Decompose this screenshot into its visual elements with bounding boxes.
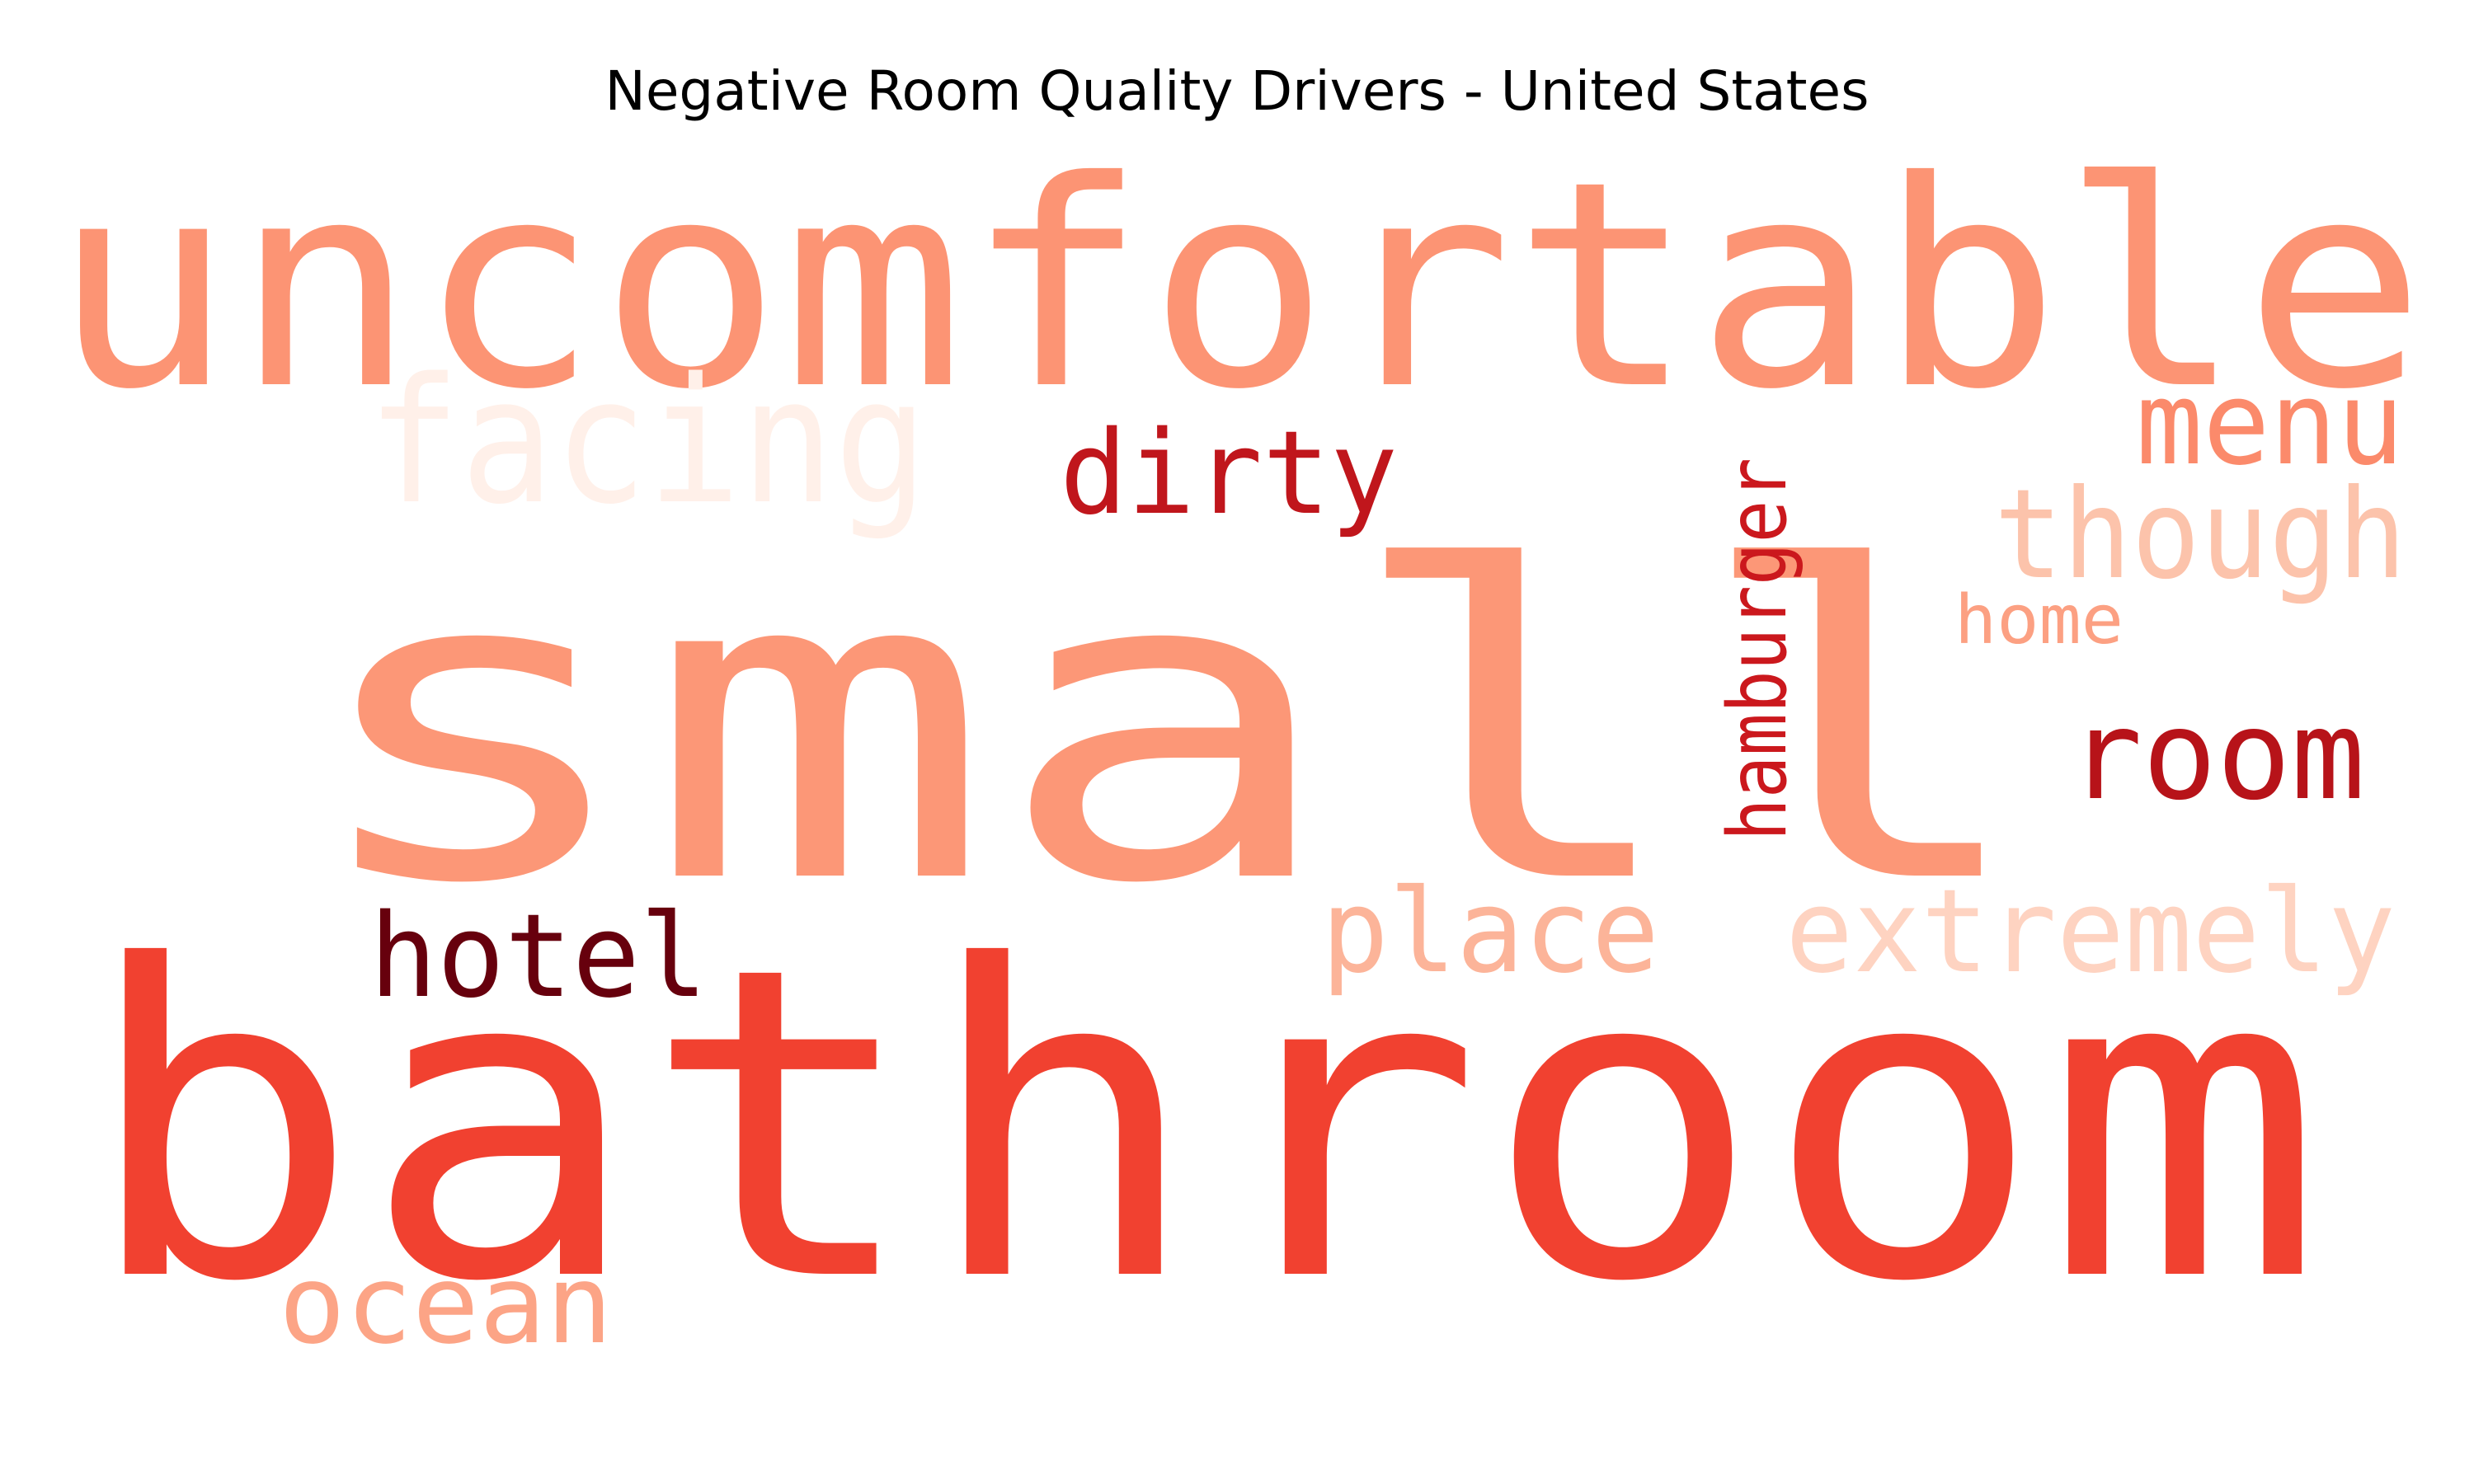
word-extremely: extremely [1785,865,2396,999]
chart-title: Negative Room Quality Drivers - United S… [604,59,1870,123]
word-dirty: dirty [1060,406,1398,541]
word-hamburger: hamburger [1711,458,1805,841]
word-room: room [2068,684,2365,828]
word-bathroom: bathroom [81,876,2324,1375]
word-small: small [297,477,2037,977]
word-menu: menu [2136,357,2404,491]
word-hotel: hotel [369,890,708,1024]
word-ocean: ocean [279,1242,613,1369]
word-home: home [1954,581,2124,660]
word-place: place [1321,865,1659,999]
word-uncomfortable: uncomfortable [51,121,2426,452]
word-though: though [1994,463,2406,607]
word-facing: facing [367,340,928,542]
